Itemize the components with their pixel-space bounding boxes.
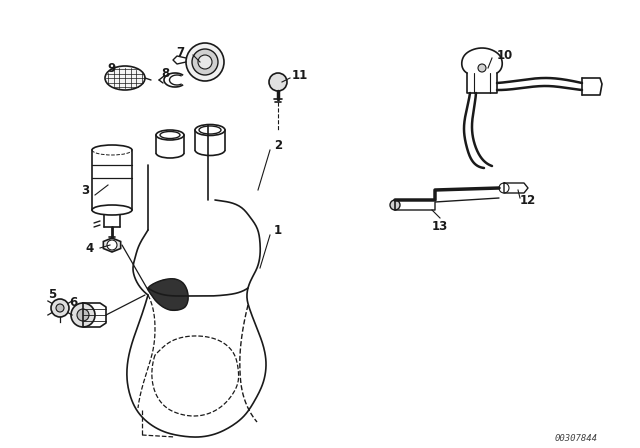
Text: 3: 3 — [81, 184, 89, 197]
Text: 13: 13 — [432, 220, 448, 233]
Circle shape — [478, 64, 486, 72]
Text: 2: 2 — [274, 138, 282, 151]
Text: 9: 9 — [108, 61, 116, 74]
Text: 8: 8 — [161, 66, 169, 79]
Circle shape — [71, 303, 95, 327]
Text: 00307844: 00307844 — [555, 434, 598, 443]
Circle shape — [56, 304, 64, 312]
Circle shape — [269, 73, 287, 91]
Circle shape — [77, 309, 89, 321]
Circle shape — [186, 43, 224, 81]
Circle shape — [198, 55, 212, 69]
Polygon shape — [148, 279, 188, 310]
Circle shape — [107, 240, 117, 250]
Text: 4: 4 — [86, 241, 94, 254]
Polygon shape — [103, 238, 121, 252]
Circle shape — [192, 49, 218, 75]
Text: 6: 6 — [69, 296, 77, 309]
Ellipse shape — [105, 66, 145, 90]
Circle shape — [499, 183, 509, 193]
Text: 7: 7 — [176, 46, 184, 59]
Text: 5: 5 — [48, 289, 56, 302]
Text: 11: 11 — [292, 69, 308, 82]
Text: 10: 10 — [497, 48, 513, 61]
Text: 12: 12 — [520, 194, 536, 207]
Circle shape — [51, 299, 69, 317]
Text: 1: 1 — [274, 224, 282, 237]
Circle shape — [390, 200, 400, 210]
